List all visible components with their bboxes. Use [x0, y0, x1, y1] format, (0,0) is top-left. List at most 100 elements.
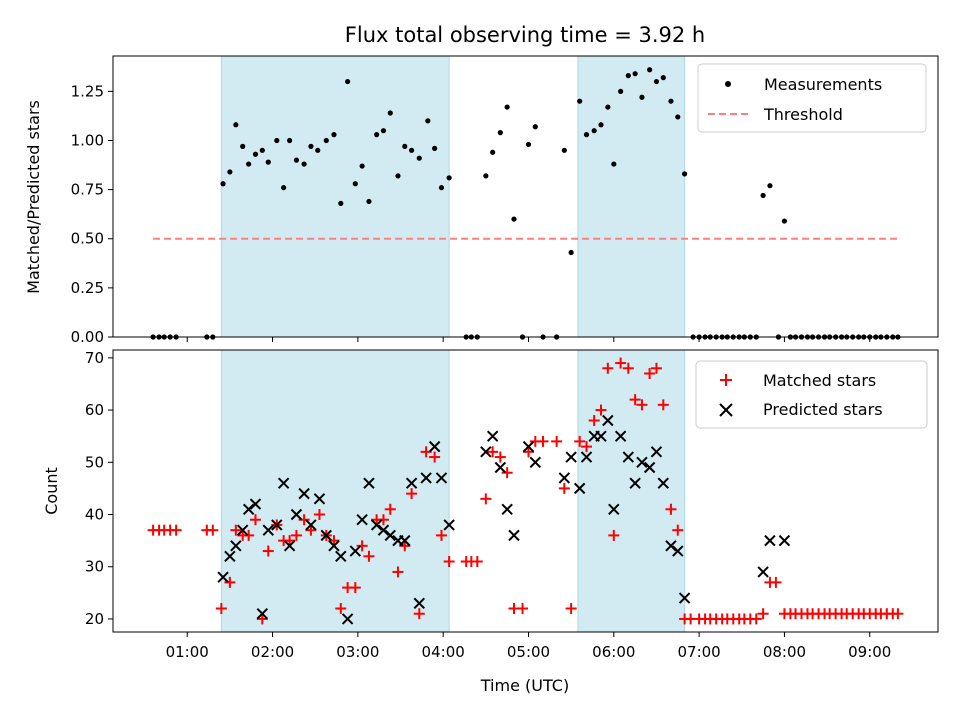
x-tick-label: 09:00	[848, 643, 891, 661]
predicted-star-point	[335, 550, 347, 562]
predicted-star-point	[290, 508, 303, 521]
matched-star-point	[757, 608, 769, 620]
predicted-star-point	[501, 503, 513, 515]
shaded-interval-2	[577, 349, 686, 633]
predicted-star-point	[558, 472, 571, 484]
measurement-point	[632, 71, 638, 77]
measurement-point	[233, 122, 239, 128]
measurement-point	[781, 218, 788, 224]
predicted-star-point	[356, 514, 368, 526]
predicted-star-point	[236, 524, 249, 536]
measurement-point	[259, 147, 265, 153]
predicted-star-point	[657, 477, 669, 489]
predicted-star-point	[672, 545, 684, 557]
y-tick-label: 30	[85, 558, 104, 576]
matched-star-point	[750, 613, 762, 625]
measurement-point	[598, 122, 604, 128]
top-legend: Measurements Threshold	[697, 63, 927, 133]
predicted-star-point	[399, 534, 411, 547]
predicted-star-point	[443, 519, 455, 531]
matched-star-point	[420, 446, 432, 458]
measurement-point	[301, 161, 307, 167]
predicted-star-point	[508, 529, 520, 542]
measurement-point	[568, 249, 574, 256]
y-tick-label: 50	[85, 453, 104, 471]
measurement-point	[639, 94, 645, 100]
matched-star-point	[399, 540, 411, 552]
y-tick-label: 60	[85, 401, 104, 419]
predicted-star-point	[384, 529, 396, 542]
predicted-star-point	[305, 519, 317, 531]
predicted-star-point	[565, 451, 577, 463]
top-y-axis-label: Matched/Predicted stars	[24, 100, 43, 294]
predicted-star-point	[277, 477, 290, 489]
predicted-star-point	[522, 440, 535, 453]
bottom-legend: Matched stars Predicted stars	[695, 360, 928, 429]
x-tick-label: 02:00	[251, 643, 294, 661]
predicted-star-point	[608, 503, 620, 515]
predicted-star-point	[262, 524, 274, 536]
predicted-star-point	[573, 482, 586, 495]
legend-marker-predicted	[719, 403, 733, 417]
matched-star-point	[170, 524, 182, 536]
measurement-point	[425, 118, 431, 124]
matched-star-point	[574, 435, 586, 447]
matched-star-point	[770, 576, 782, 588]
measurement-point	[591, 128, 597, 134]
y-tick-label: 0.25	[71, 279, 104, 297]
measurement-point	[625, 73, 631, 79]
predicted-star-point	[328, 540, 340, 552]
matched-star-point	[602, 362, 614, 374]
y-tick-label: 20	[85, 610, 104, 628]
measurement-point	[274, 137, 280, 144]
matched-star-point	[471, 556, 483, 567]
predicted-star-point	[678, 592, 691, 604]
measurement-point	[605, 104, 611, 110]
predicted-star-point	[320, 529, 332, 542]
matched-star-point	[377, 514, 389, 526]
matched-star-point	[290, 529, 302, 541]
matched-star-point	[581, 441, 593, 453]
measurement-point	[345, 78, 351, 85]
top-axes: 0.00 0.25 0.50 0.75 1.00 1.25	[71, 82, 871, 346]
matched-star-point	[517, 603, 529, 614]
predicted-star-point	[614, 430, 627, 442]
measurement-point	[387, 110, 393, 116]
measurement-point	[227, 169, 233, 175]
matched-star-point	[335, 603, 347, 614]
bottom-axes: 20 30 40 50 60 70 01:00 02:00 03:00 04:00 05:00 06:…	[85, 349, 891, 661]
predicted-star-point	[629, 477, 641, 489]
measurement-point	[265, 159, 271, 165]
matched-star-point	[224, 576, 236, 588]
predicted-star-point	[428, 440, 441, 453]
measurement-point	[438, 185, 445, 191]
matched-star-point	[595, 404, 607, 416]
measurement-point	[767, 183, 773, 189]
measurement-point	[653, 78, 660, 85]
measurement-point	[668, 98, 674, 104]
matched-star-point	[558, 482, 570, 494]
x-tick-label: 03:00	[336, 643, 379, 661]
measurement-point	[293, 157, 300, 163]
predicted-star-point	[283, 540, 296, 552]
measurement-point	[483, 173, 489, 179]
predicted-star-point	[764, 534, 776, 547]
bottom-panel: 20 30 40 50 60 70 01:00 02:00 03:00 04:00 05:00 06:…	[42, 349, 939, 695]
matched-star-point	[249, 514, 261, 526]
measurement-point	[446, 175, 452, 181]
predicted-star-point	[778, 534, 791, 547]
measurement-point	[416, 155, 422, 161]
matched-star-point	[608, 529, 620, 541]
matched-star-point	[313, 509, 325, 520]
measurement-point	[359, 163, 365, 169]
measurement-point	[338, 200, 344, 206]
matched-star-point	[363, 550, 375, 562]
matched-star-point	[650, 362, 662, 374]
x-axis-label: Time (UTC)	[480, 676, 569, 695]
matched-star-point	[644, 368, 656, 379]
predicted-star-point	[494, 461, 507, 474]
matched-star-point	[284, 535, 296, 547]
matched-star-point	[406, 488, 418, 500]
top-plot-frame	[112, 55, 939, 338]
